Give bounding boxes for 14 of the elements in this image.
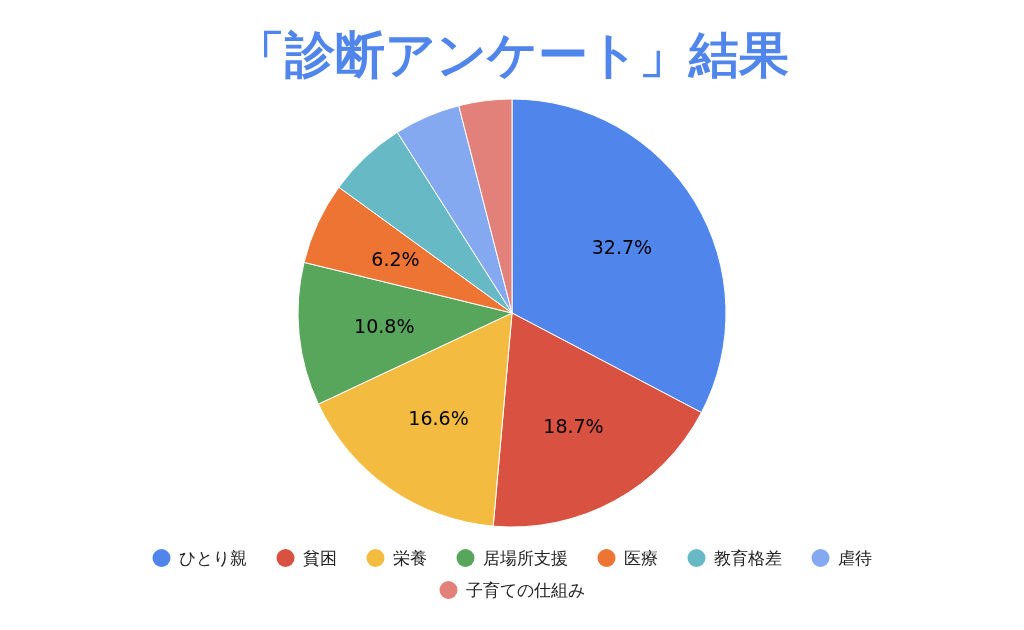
legend-label: 貧困 — [302, 548, 337, 568]
legend-label: 栄養 — [392, 548, 427, 568]
legend-label: 医療 — [623, 548, 658, 568]
legend-label: 教育格差 — [713, 548, 782, 568]
legend-label: 居場所支援 — [482, 548, 568, 568]
legend-label: 虐待 — [837, 548, 872, 568]
data-label: 18.7% — [543, 414, 604, 437]
data-label: 16.6% — [408, 407, 469, 430]
chart-title: 「診断アンケート」結果 — [235, 26, 789, 84]
data-label: 6.2% — [371, 248, 420, 271]
legend-label: ひとり親 — [178, 548, 247, 568]
legend-label: 子育ての仕組み — [465, 580, 585, 600]
data-label: 32.7% — [591, 235, 653, 258]
data-label: 10.8% — [354, 314, 415, 337]
